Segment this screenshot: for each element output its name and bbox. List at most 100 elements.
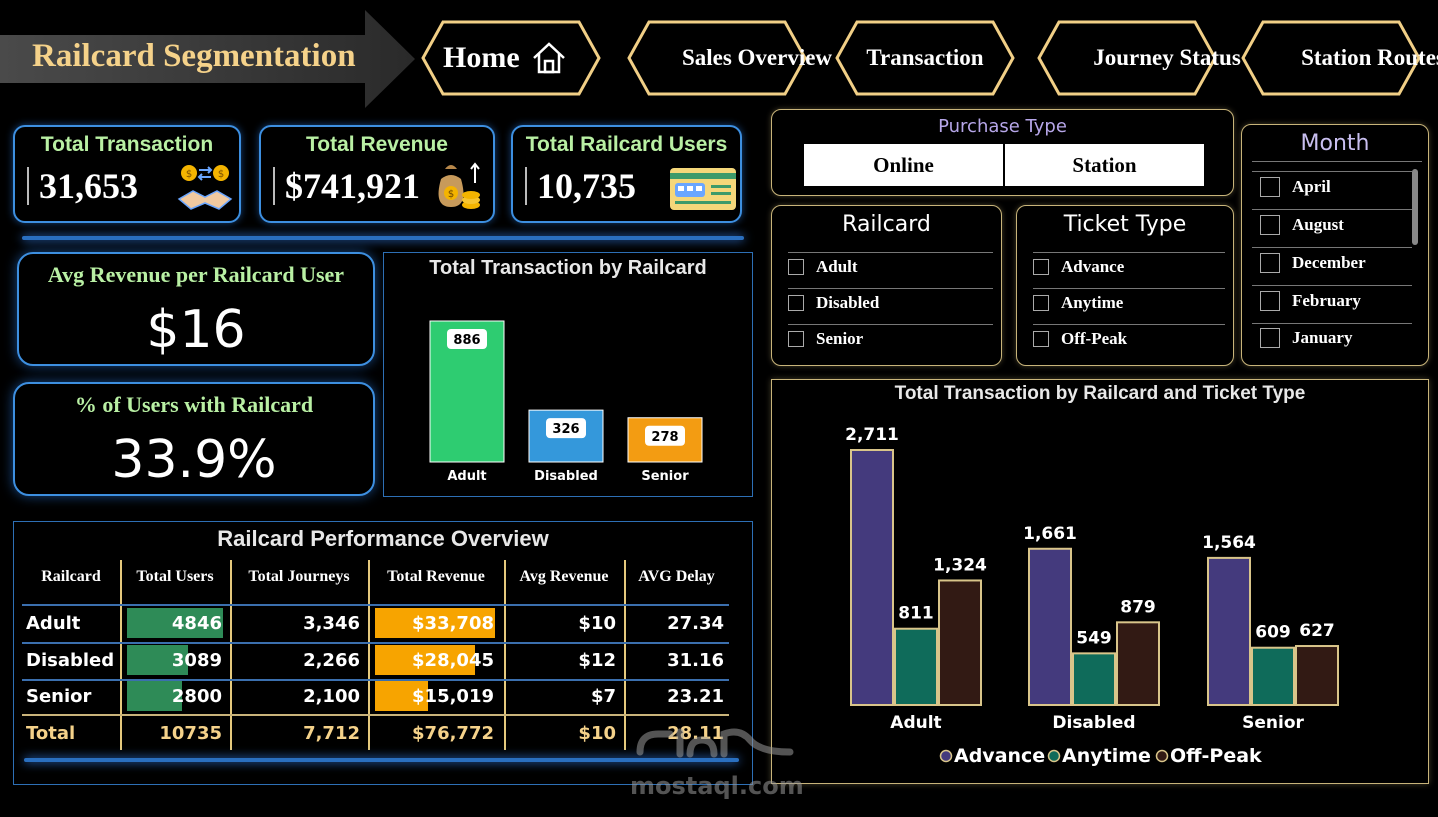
x-tick-label: Senior [641,469,689,484]
money-bag-icon: $ [438,162,480,209]
data-label-bg [546,418,586,439]
svg-text:$: $ [448,189,454,200]
kpi-label: Total Railcard Users [525,133,728,156]
checkbox[interactable] [1260,328,1280,348]
checkbox[interactable] [788,259,804,275]
column-divider [368,560,370,750]
nav-journey-status-label: Journey Status [1093,45,1241,70]
svg-text:$: $ [186,169,192,180]
kpi-total-railcard-users: Total Railcard Users 10,735 [511,125,742,223]
checkbox[interactable] [1260,177,1280,197]
checkbox[interactable] [1260,291,1280,311]
bar-disabled-anytime[interactable] [1072,652,1116,706]
users-data-bar [127,681,183,711]
total-label: Total [26,723,76,744]
slicer-item-august[interactable]: August [1260,211,1344,239]
revenue-data-bar [375,608,495,638]
table-header-cell: Avg Revenue [519,568,609,585]
month-scrollbar[interactable] [1412,169,1418,245]
railcard-ticket-bar-chart: 2,711 811 1,324 Adult 1,661 549 879 Disabled 1,5… [845,425,1339,767]
bar-adult-advance[interactable] [850,449,894,706]
nav-sales-overview-button[interactable]: Sales Overview [627,20,832,96]
legend-label[interactable]: Advance [954,745,1045,767]
users-data-bar [127,608,223,638]
watermark-logo-icon [636,728,794,758]
data-label: 627 [1299,621,1335,641]
row-railcard: Senior [26,686,92,707]
slicer-item-adult[interactable]: Adult [788,253,858,281]
chart-title: Total Transaction by Railcard [429,257,707,279]
svg-text:$: $ [218,169,224,180]
nav-station-routes-button[interactable]: Station Routes [1241,20,1438,96]
total-revenue: $76,772 [412,723,494,744]
railcard-performance-table: Railcard Performance Overview Railcard To… [13,521,753,785]
kpi-value: $741,921 [285,166,420,206]
slicer-item-december[interactable]: December [1260,249,1366,277]
bar-senior-anytime[interactable] [1251,646,1295,706]
checkbox[interactable] [788,331,804,347]
column-divider [120,560,122,750]
bar-disabled-advance[interactable] [1028,547,1072,706]
nav-home-button[interactable]: Home [421,20,601,96]
slicer-item-senior[interactable]: Senior [788,325,863,353]
avg-revenue-label: Avg Revenue per Railcard User [47,262,345,287]
row-avg-revenue: $12 [578,650,616,671]
nav-journey-status-button[interactable]: Journey Status [1037,20,1241,96]
slicer-item-label: Adult [816,257,858,276]
slicer-item-february[interactable]: February [1260,287,1361,315]
row-avg-revenue: $10 [578,613,616,634]
row-divider [22,679,729,681]
slicer-item-label: April [1292,177,1331,196]
data-label: 1,661 [1023,524,1077,544]
checkbox[interactable] [1260,215,1280,235]
slicer-item-off-peak[interactable]: Off-Peak [1033,325,1127,353]
pct-users-value: 33.9% [111,430,277,490]
bar-disabled-off-peak[interactable] [1116,621,1160,706]
data-label-bg [645,425,685,446]
handshake-icon: $ $ [177,165,233,210]
legend-swatch [939,749,953,763]
users-data-bar [127,645,189,675]
x-tick-label: Disabled [534,469,598,484]
checkbox[interactable] [1033,295,1049,311]
bar-adult-anytime[interactable] [894,627,938,706]
row-users: 3089 [171,650,222,671]
row-users: 4846 [171,613,222,634]
x-tick-label: Adult [447,469,486,484]
checkbox[interactable] [788,295,804,311]
kpi-label: Total Transaction [40,133,214,156]
nav-station-routes-label: Station Routes [1301,45,1438,70]
data-label: 549 [1076,628,1112,648]
legend-swatch [1155,749,1169,763]
bar-adult-off-peak[interactable] [938,579,982,707]
legend-label[interactable]: Off-Peak [1170,745,1262,767]
slicer-item-april[interactable]: April [1260,173,1331,201]
data-label: 326 [552,422,579,437]
checkbox[interactable] [1033,259,1049,275]
slicer-item-disabled[interactable]: Disabled [788,289,879,317]
checkbox[interactable] [1033,331,1049,347]
total-avg-revenue: $10 [578,723,616,744]
month-slicer-title: Month [1300,131,1370,156]
data-label: 1,324 [933,555,987,575]
bar-senior-advance[interactable] [1207,556,1251,706]
purchase-type-title: Purchase Type [938,116,1067,137]
slicer-item-anytime[interactable]: Anytime [1033,289,1123,317]
kpi-total-revenue: Total Revenue $741,921 $ [259,125,495,223]
column-divider [230,560,232,750]
x-tick-label: Adult [890,713,941,733]
purchase-station-button[interactable]: Station [1005,144,1204,186]
row-revenue: $28,045 [412,650,494,671]
purchase-online-button[interactable]: Online [804,144,1003,186]
chart-title: Total Transaction by Railcard and Ticket… [894,383,1306,404]
checkbox[interactable] [1260,253,1280,273]
table-header-cell: Total Revenue [387,568,485,585]
bar-senior-off-peak[interactable] [1295,645,1339,707]
home-icon [532,42,565,74]
nav-transaction-button[interactable]: Transaction [835,20,1015,96]
row-avg-delay: 31.16 [667,650,724,671]
slicer-item-january[interactable]: January [1260,324,1352,352]
slicer-item-advance[interactable]: Advance [1033,253,1124,281]
total-users: 10735 [159,723,222,744]
legend-label[interactable]: Anytime [1062,745,1151,767]
